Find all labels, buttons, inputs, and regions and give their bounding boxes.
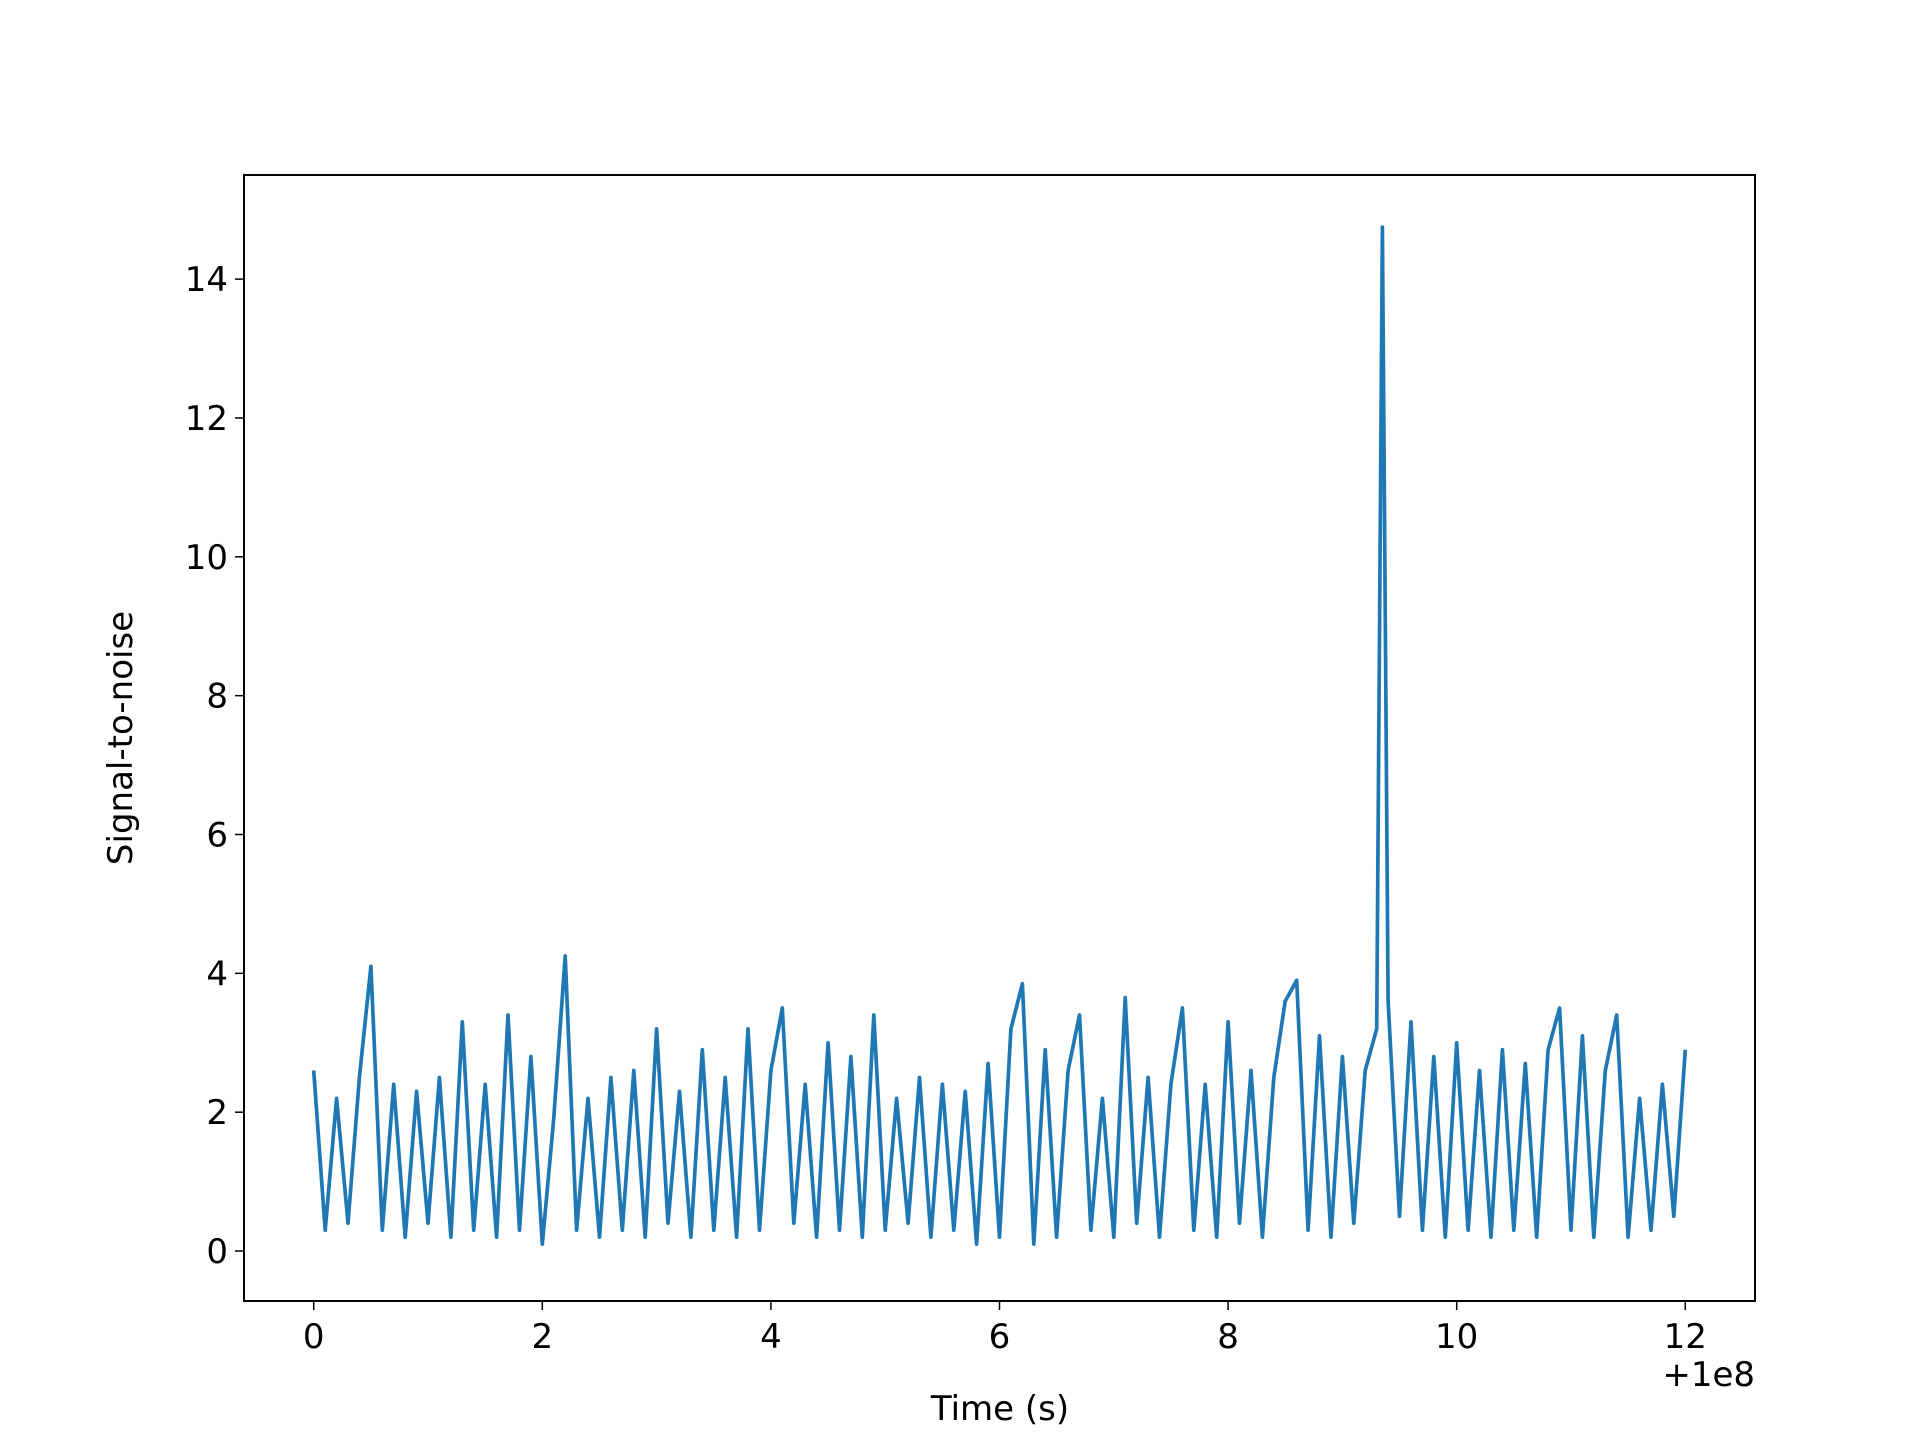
y-tick-label: 10 bbox=[185, 538, 228, 578]
y-axis-label: Signal-to-noise bbox=[101, 611, 141, 865]
x-tick-label: 6 bbox=[989, 1317, 1011, 1357]
plot-frame bbox=[243, 174, 1756, 1302]
x-tick-label: 10 bbox=[1435, 1317, 1478, 1357]
y-tick-label: 4 bbox=[206, 954, 228, 994]
x-tick-label: 0 bbox=[303, 1317, 325, 1357]
y-tick-label: 2 bbox=[206, 1093, 228, 1133]
x-axis-label: Time (s) bbox=[930, 1389, 1069, 1429]
y-tick-label: 8 bbox=[206, 677, 228, 717]
x-tick-label: 8 bbox=[1217, 1317, 1239, 1357]
y-tick-label: 14 bbox=[185, 260, 228, 300]
x-offset-label: +1e8 bbox=[1662, 1355, 1755, 1395]
x-tick-label: 4 bbox=[760, 1317, 782, 1357]
x-tick-label: 2 bbox=[531, 1317, 553, 1357]
y-tick-label: 12 bbox=[185, 399, 228, 439]
y-tick-label: 0 bbox=[206, 1232, 228, 1272]
line-series bbox=[311, 225, 1688, 1246]
x-tick-label: 12 bbox=[1664, 1317, 1707, 1357]
y-tick-label: 6 bbox=[206, 815, 228, 855]
